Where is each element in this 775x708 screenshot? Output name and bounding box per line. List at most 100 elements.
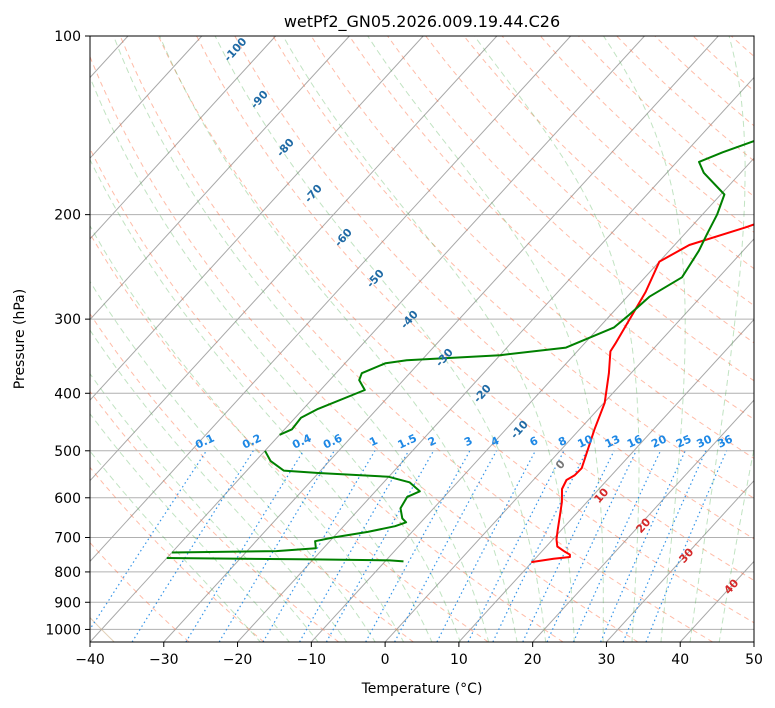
dry-adiabat-line — [234, 36, 754, 540]
mixing-ratio-line — [90, 450, 207, 631]
isotherm-label-cold: -30 — [433, 346, 456, 370]
x-axis: −40 −30 −20 −10 0 10 20 30 40 50 — [75, 642, 763, 668]
x-tick-label: −20 — [223, 652, 253, 668]
moist-adiabat-line — [214, 36, 547, 642]
dry-adiabat-line — [90, 390, 339, 642]
mixing-ratio-line — [600, 450, 686, 642]
moist-adiabat-line — [113, 36, 490, 642]
isotherm-line — [90, 36, 350, 321]
dry-adiabat-line — [425, 36, 754, 344]
isotherm-line — [90, 36, 572, 563]
mixing-ratio-label: 10 — [576, 432, 596, 450]
mixing-ratio-label: 25 — [674, 432, 693, 450]
data-series — [166, 139, 754, 564]
dry-adiabat-line — [654, 36, 754, 127]
line-labels: 0.1 0.2 0.4 0.6 1 1.5 2 3 4 6 8 10 13 16 20 25 30 36-100-… — [193, 35, 741, 597]
moist-adiabat-line — [90, 75, 461, 642]
x-tick-label: −40 — [75, 652, 105, 668]
y-tick-label: 800 — [54, 565, 81, 581]
y-tick-label: 200 — [54, 208, 81, 224]
mixing-ratio-line — [262, 450, 376, 642]
dry-adiabat-line — [578, 36, 754, 198]
isotherm-line — [532, 399, 754, 642]
isotherm-line — [384, 238, 754, 642]
grid — [90, 36, 754, 642]
isotherm-label-cold: -80 — [274, 136, 297, 160]
moist-adiabat-line — [90, 450, 262, 642]
mixing-ratio-line — [218, 450, 335, 642]
isotherm-line — [90, 36, 424, 401]
mixing-ratio-label: 20 — [649, 432, 669, 450]
isotherm-label-cold: -100 — [221, 35, 249, 64]
mixing-ratio-label: 0.2 — [240, 432, 263, 452]
y-tick-label: 400 — [54, 386, 81, 402]
isotherm-line — [90, 36, 203, 159]
mixing-ratio-label: 0.1 — [193, 432, 216, 452]
y-tick-label: 700 — [54, 531, 81, 547]
x-tick-label: −10 — [297, 652, 327, 668]
dewpoint-profile-line — [166, 557, 404, 563]
mixing-ratio-line — [522, 450, 615, 642]
chart-title: wetPf2_GN05.2026.009.19.44.C26 — [284, 12, 560, 32]
moist-adiabat-line — [90, 224, 405, 642]
dry-adiabat-line — [463, 36, 754, 307]
isotherm-label-warm: 20 — [633, 515, 653, 535]
mixing-ratio-label: 13 — [603, 432, 622, 450]
x-tick-label: 30 — [598, 652, 616, 668]
dry-adiabat-line — [90, 55, 639, 642]
y-tick-label: 300 — [54, 312, 81, 328]
y-axis-label: Pressure (hPa) — [12, 289, 28, 389]
y-tick-label: 1000 — [45, 622, 81, 638]
dry-adiabat-line — [196, 36, 754, 581]
dry-adiabat-line — [90, 312, 414, 642]
mixing-ratio-line — [572, 450, 662, 642]
dry-adiabat-line — [769, 36, 775, 642]
mixing-ratio-label: 36 — [715, 432, 735, 450]
mixing-ratio-label: 3 — [462, 434, 474, 449]
moist-adiabat-line — [90, 280, 376, 642]
mixing-ratio-line — [436, 450, 536, 642]
x-tick-label: 50 — [745, 652, 763, 668]
isotherm-line — [606, 479, 754, 642]
x-axis-label: Temperature (°C) — [361, 681, 483, 697]
isotherm-label-cold: -70 — [302, 182, 325, 206]
temperature-profile-line — [531, 223, 754, 564]
dewpoint-profile-line — [171, 450, 421, 554]
mixing-ratio-label: 30 — [695, 432, 715, 450]
dry-adiabat-line — [348, 36, 754, 420]
mixing-ratio-line — [467, 450, 565, 642]
moist-adiabat-line — [282, 36, 575, 642]
isotherm-label-zero: 0 — [553, 457, 568, 472]
background-lines — [90, 36, 775, 642]
x-tick-label: 0 — [381, 652, 390, 668]
isotherm-line — [458, 318, 754, 642]
mixing-ratio-line — [394, 450, 498, 642]
isotherm-label-cold: -20 — [471, 382, 494, 406]
dry-adiabat-line — [157, 36, 754, 624]
mixing-ratio-label: 0.4 — [290, 431, 313, 451]
mixing-ratio-label: 6 — [528, 434, 541, 449]
isotherm-line — [90, 36, 276, 240]
y-tick-label: 600 — [54, 491, 81, 507]
isotherm-line — [90, 36, 498, 482]
mixing-ratio-label: 2 — [426, 434, 438, 449]
isotherm-label-cold: -60 — [332, 226, 355, 250]
dewpoint-profile-line — [279, 139, 754, 436]
mixing-ratio-label: 16 — [625, 432, 645, 450]
moist-adiabat-line — [90, 158, 433, 642]
y-tick-label: 900 — [54, 595, 81, 611]
dry-adiabat-line — [272, 36, 754, 499]
x-tick-label: −30 — [149, 652, 179, 668]
dry-adiabat-line — [730, 36, 754, 58]
moist-adiabat-line — [159, 36, 518, 642]
dry-adiabat-line — [90, 466, 265, 642]
moist-adiabat-line — [90, 329, 348, 642]
isotherm-label-warm: 10 — [591, 485, 611, 505]
y-axis: 100 200 300 400 500 600 700 800 900 1000 — [45, 29, 90, 638]
dry-adiabat-line — [90, 232, 489, 642]
moist-adiabat-line — [367, 36, 604, 642]
mixing-ratio-label: 1 — [367, 434, 379, 449]
y-tick-label: 100 — [54, 29, 81, 45]
isotherm-line — [90, 36, 645, 642]
